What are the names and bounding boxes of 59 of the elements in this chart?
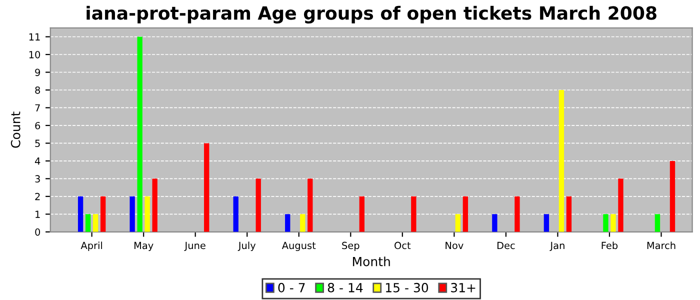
bar [455, 214, 461, 232]
bar [359, 196, 364, 232]
legend-label: 15 - 30 [386, 282, 428, 292]
x-tick-label: July [238, 242, 256, 252]
bar [544, 214, 550, 232]
bar [130, 196, 135, 232]
legend-label: 8 - 14 [328, 282, 363, 292]
bar [233, 196, 238, 232]
y-tick-label: 7 [35, 104, 40, 112]
x-tick-label: Dec [497, 242, 515, 250]
bar [558, 90, 564, 232]
y-tick-label: 5 [35, 140, 40, 148]
bar [300, 214, 306, 232]
bar [514, 196, 520, 232]
y-tick-label: 1 [36, 210, 40, 218]
y-tick-label: 11 [29, 33, 40, 40]
x-tick-label: Jan [550, 242, 564, 251]
x-tick-label: March [647, 242, 676, 250]
x-axis-title: Month [352, 256, 390, 266]
x-tick-label: May [134, 242, 154, 252]
y-axis-title: Count [10, 112, 20, 148]
bar [654, 214, 660, 232]
x-tick-label: Nov [446, 242, 464, 250]
y-tick-label: 9 [35, 68, 40, 76]
x-tick-label: Feb [602, 242, 618, 250]
bar [603, 214, 608, 232]
bar [85, 214, 91, 232]
y-tick-label: 2 [35, 192, 40, 200]
bar [78, 196, 84, 232]
bar [256, 178, 261, 232]
x-tick-label: April [80, 242, 102, 252]
bar [462, 196, 468, 232]
y-tick-label: 8 [35, 86, 40, 94]
x-tick-label: June [184, 242, 206, 251]
legend-label: 31+ [451, 282, 476, 292]
x-tick-label: Sep [342, 242, 360, 252]
bar [204, 143, 210, 232]
chart-title: iana-prot-param Age groups of open tickets March 2008 [86, 6, 656, 24]
x-tick-label: Oct [394, 242, 411, 250]
y-tick-label: 10 [29, 50, 40, 58]
bar [92, 214, 98, 232]
legend-label: 0 - 7 [278, 282, 305, 292]
y-tick-label: 0 [35, 228, 40, 236]
y-tick-label: 6 [35, 122, 40, 130]
bar [492, 214, 498, 232]
bar [144, 196, 150, 232]
bar [137, 36, 142, 232]
x-tick-label: August [282, 242, 316, 252]
y-tick-label: 4 [34, 158, 40, 165]
bar [285, 214, 290, 232]
bar [610, 214, 616, 232]
bar [152, 178, 158, 232]
y-tick-label: 3 [35, 175, 40, 183]
bar [308, 178, 313, 232]
bar [670, 160, 676, 232]
bar [411, 196, 416, 232]
bar [566, 196, 572, 232]
bar [100, 196, 106, 232]
bar [618, 178, 624, 232]
